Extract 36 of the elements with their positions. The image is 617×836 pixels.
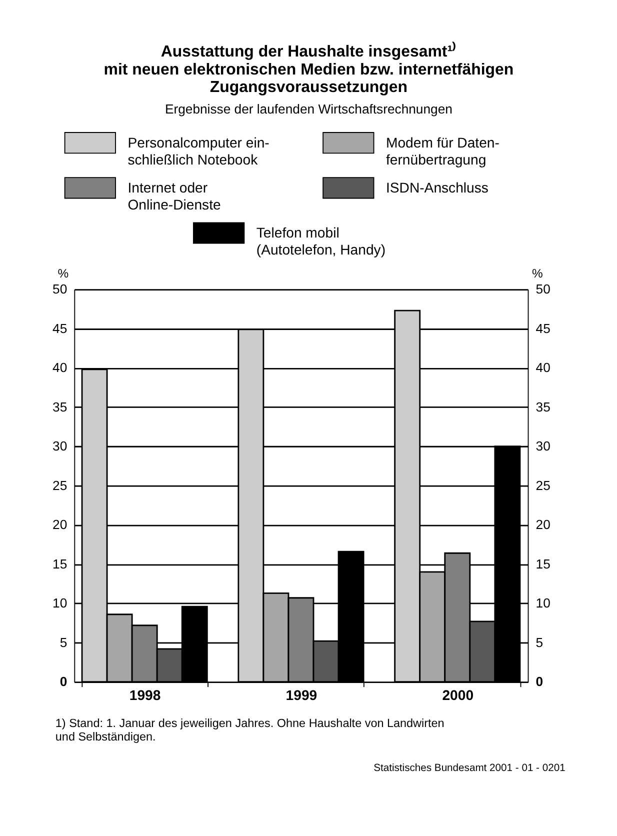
y2-tick-label: 45	[536, 320, 550, 336]
text: Statistisches Bundesamt 2001 - 01 - 0201	[374, 763, 566, 774]
y2-tick-label: 30	[536, 438, 550, 454]
y-tick-label: 10	[52, 596, 68, 611]
y2-tick-label: 35	[536, 399, 550, 414]
y2-tick-label: 25	[536, 478, 550, 493]
y2-tick-label: 0	[536, 674, 544, 690]
y-tick-label: 0	[60, 674, 68, 690]
y-tick-label: 25	[52, 478, 68, 493]
y2-tick-label: 10	[536, 596, 550, 611]
y2-tick-label: 50	[536, 282, 550, 297]
y2-axis-title: %	[532, 266, 544, 281]
y2-tick-label: 5	[536, 634, 544, 650]
y2-tick-label: 20	[536, 517, 550, 532]
y-tick-label: 40	[52, 360, 68, 376]
legend-label: Modem für Daten- fernübertragung	[386, 134, 500, 168]
chart-title: Ausstattung der Haushalte insgesamt¹⁾ mit neuen elektronischen Medien bzw. internetfähigen Zugangsvoraussetzungen	[104, 41, 514, 96]
legend-label: Personalcomputer ein- schließlich Notebook	[128, 134, 270, 168]
x-tick-label: 1998	[129, 687, 161, 704]
y-tick-label: 15	[52, 556, 68, 572]
y-tick-label: 35	[52, 399, 68, 414]
y-tick-label: 45	[52, 320, 68, 336]
chart-subtitle: Ergebnisse der laufenden Wirtschaftsrechnungen	[164, 102, 452, 117]
y2-tick-label: 40	[536, 360, 550, 376]
y-axis-title: %	[58, 266, 69, 281]
x-tick-label: 2000	[442, 687, 474, 704]
y2-tick-label: 15	[536, 556, 550, 572]
x-tick-label: 1999	[286, 687, 318, 704]
y-tick-label: 20	[52, 517, 68, 532]
y-tick-label: 5	[60, 634, 68, 650]
legend-label: Internet oder Online-Dienste	[128, 180, 222, 213]
legend-label: Telefon mobil (Autotelefon, Handy)	[256, 224, 386, 258]
legend-label: ISDN-Anschluss	[386, 180, 488, 196]
y-tick-label: 50	[52, 282, 68, 297]
y-tick-label: 30	[52, 438, 68, 454]
text: 1) Stand: 1. Januar des jeweiligen Jahres. Ohne Haushalte von Landwirten und Selbständigen.	[55, 716, 444, 744]
